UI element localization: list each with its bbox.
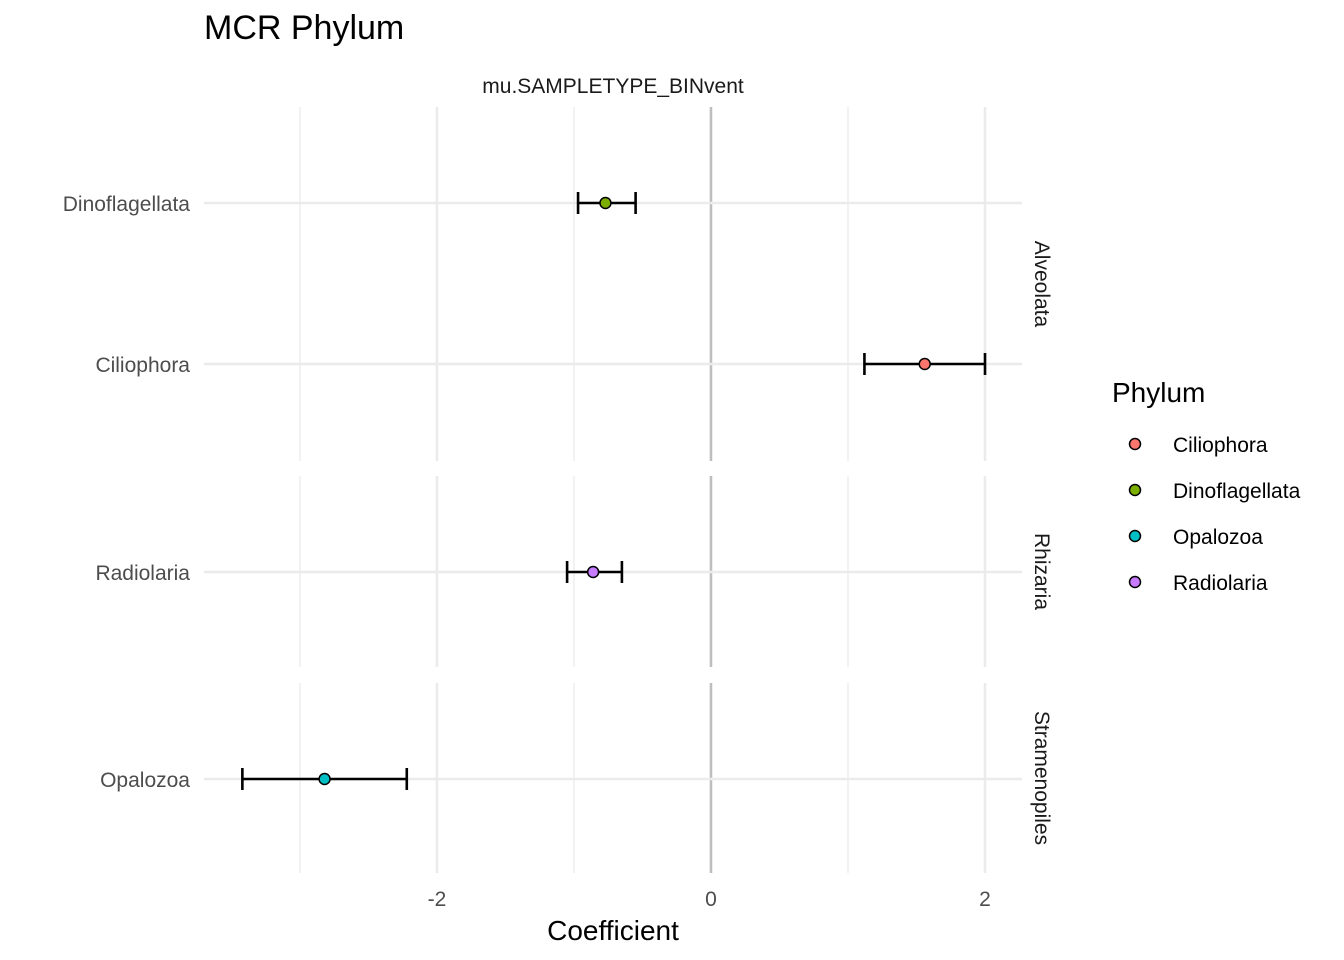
- legend-key-ciliophora: [1128, 437, 1142, 451]
- x-tick-label: 2: [979, 888, 991, 911]
- x-tick-label: -2: [428, 888, 447, 911]
- facet-panels: Dinoflagellata Ciliophora Alveolata Radiola…: [63, 107, 1053, 873]
- point-opalozoa: [318, 772, 331, 786]
- facet-strip-label-rhizaria: Rhizaria: [1030, 533, 1053, 610]
- y-tick-label-radiolaria: Radiolaria: [95, 562, 190, 585]
- legend-key-radiolaria: [1128, 575, 1142, 589]
- point-ciliophora: [918, 357, 931, 371]
- x-tick-label: 0: [705, 888, 717, 911]
- legend-key-opalozoa: [1128, 529, 1142, 543]
- legend-key-dinoflagellata: [1128, 483, 1142, 497]
- point-radiolaria: [586, 565, 600, 579]
- x-axis-title: Coefficient: [547, 915, 679, 946]
- legend-title: Phylum: [1112, 377, 1205, 408]
- y-tick-label-dinoflagellata: Dinoflagellata: [63, 193, 191, 216]
- y-tick-label-ciliophora: Ciliophora: [95, 354, 190, 377]
- x-axis: -2 0 2: [428, 888, 991, 911]
- column-strip-label: mu.SAMPLETYPE_BINvent: [482, 75, 744, 98]
- legend-label-radiolaria: Radiolaria: [1173, 572, 1268, 595]
- legend-label-opalozoa: Opalozoa: [1173, 526, 1263, 549]
- facet-panel-rhizaria: Radiolaria Rhizaria: [95, 476, 1053, 667]
- point-dinoflagellata: [599, 196, 612, 210]
- y-tick-label-opalozoa: Opalozoa: [100, 769, 190, 792]
- facet-strip-label-alveolata: Alveolata: [1030, 241, 1053, 328]
- legend-label-ciliophora: Ciliophora: [1173, 434, 1268, 457]
- facet-strip-label-stramenopiles: Stramenopiles: [1030, 711, 1053, 845]
- legend: Phylum Ciliophora Dinoflagellata Opalozoa R…: [1112, 377, 1301, 595]
- facet-panel-alveolata: Dinoflagellata Ciliophora Alveolata: [63, 107, 1053, 461]
- facet-panel-stramenopiles: Opalozoa Stramenopiles: [100, 683, 1053, 873]
- legend-label-dinoflagellata: Dinoflagellata: [1173, 480, 1301, 503]
- chart-title: MCR Phylum: [204, 9, 404, 47]
